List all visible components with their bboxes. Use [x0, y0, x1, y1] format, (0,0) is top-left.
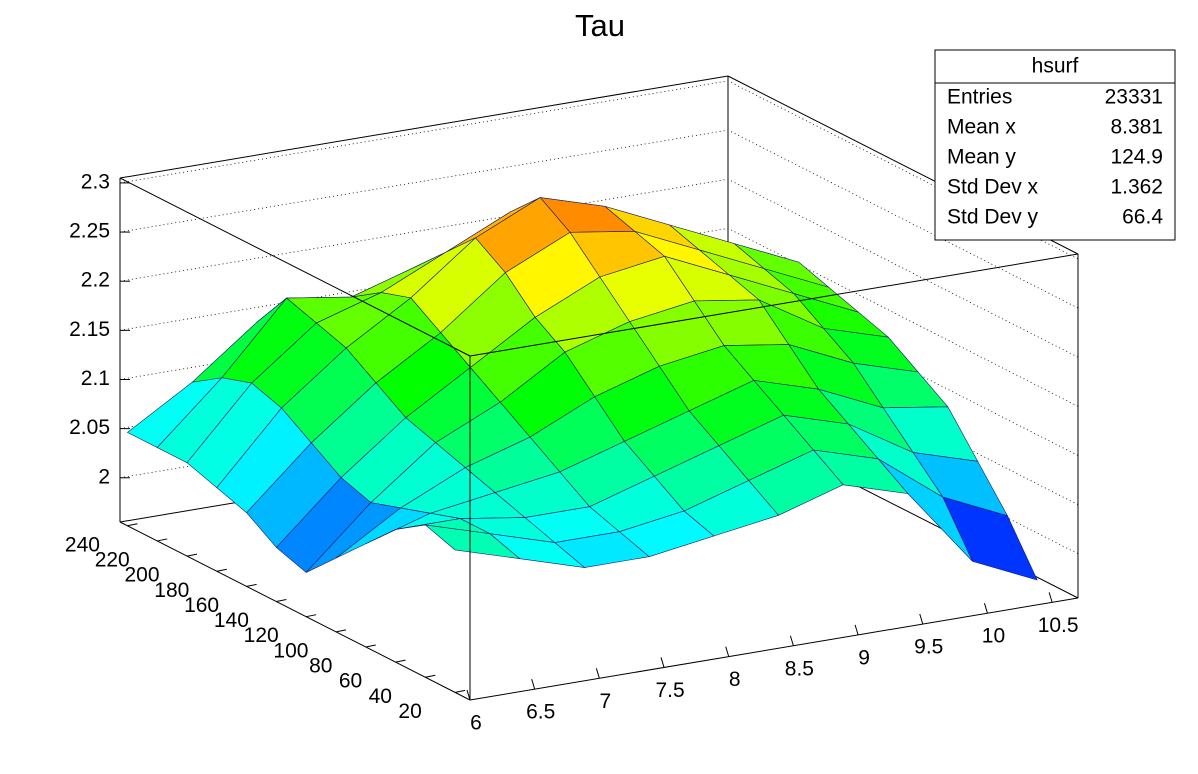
box-edge [119, 177, 471, 357]
y-tick [186, 553, 198, 557]
y-tick [365, 644, 376, 648]
stats-value: 8.381 [1110, 116, 1163, 139]
box-edge [469, 253, 1079, 357]
y-tick [425, 674, 436, 678]
y-tick-label: 240 [65, 533, 100, 556]
z-tick-label: 2 [98, 465, 110, 488]
y-tick [335, 629, 347, 633]
stats-value: 66.4 [1122, 206, 1163, 229]
y-tick-label: 120 [244, 624, 279, 647]
y-tick-label: 200 [124, 564, 159, 587]
y-tick-label: 100 [273, 639, 308, 662]
stats-value: 124.9 [1110, 146, 1163, 169]
x-tick [983, 603, 988, 614]
x-tick-label: 9.5 [914, 636, 943, 659]
box-edge [119, 75, 729, 179]
y-tick [127, 523, 138, 527]
surface-cell [424, 524, 521, 560]
y-tick [216, 568, 227, 572]
z-tick-label: 2.05 [69, 416, 110, 439]
x-tick-label: 7.5 [655, 679, 684, 702]
x-tick [531, 679, 536, 690]
x-tick-label: 8.5 [785, 657, 814, 680]
y-tick-label: 80 [309, 655, 332, 678]
x-tick-label: 7 [600, 690, 612, 713]
x-tick [789, 635, 794, 646]
stats-label: Entries [947, 86, 1012, 109]
z-tick-label: 2.2 [81, 269, 110, 292]
chart-title: Tau [575, 8, 625, 43]
y-tick [246, 583, 257, 587]
y-tick [157, 538, 168, 542]
stats-label: Std Dev y [947, 206, 1039, 229]
stats-value: 23331 [1105, 86, 1163, 109]
stats-box: hsurf Entries 23331 Mean x 8.381 Mean y 124.9 S… [934, 49, 1176, 241]
y-tick-label: 220 [95, 548, 130, 571]
stats-value: 1.362 [1110, 176, 1163, 199]
y-tick-label: 40 [369, 685, 392, 708]
x-tick [854, 624, 859, 636]
y-tick [395, 659, 406, 663]
x-tick-label: 9 [858, 646, 870, 669]
box-edge [119, 521, 471, 701]
y-tick-label: 60 [339, 670, 362, 693]
stats-label: Mean y [947, 146, 1016, 169]
stats-label: Std Dev x [947, 176, 1039, 199]
y-tick-label: 180 [154, 579, 189, 602]
x-tick-label: 10.5 [1038, 614, 1079, 637]
box-edge [469, 597, 1079, 701]
y-tick-label: 140 [214, 609, 249, 632]
x-tick-label: 6.5 [526, 701, 555, 724]
y-tick-label: 160 [184, 594, 219, 617]
stats-label: Mean x [947, 116, 1016, 139]
x-tick [1048, 592, 1053, 603]
x-tick [466, 689, 471, 701]
x-tick [660, 657, 665, 668]
y-tick [276, 599, 287, 603]
z-tick-label: 2.3 [81, 170, 110, 193]
x-tick [919, 613, 924, 625]
z-tick-label: 2.25 [69, 220, 110, 243]
y-tick-label: 20 [398, 700, 421, 723]
x-tick-label: 8 [729, 668, 741, 691]
surface [126, 197, 1038, 581]
y-tick [306, 614, 317, 618]
x-tick-label: 6 [470, 712, 482, 735]
z-tick-label: 2.1 [81, 367, 110, 390]
stats-frame [934, 49, 1176, 241]
z-tick-label: 2.15 [69, 318, 110, 341]
stats-title: hsurf [1032, 55, 1079, 78]
axes: 2 2.05 2.1 2.15 2.2 2.25 2.3 6 6.5 7 7.5 8 8.5 9 9.5 10… [65, 170, 1079, 734]
front-edges [119, 177, 1079, 701]
x-tick-label: 10 [982, 625, 1005, 648]
x-tick [725, 646, 730, 657]
x-tick [595, 668, 600, 679]
y-tick [455, 689, 466, 693]
